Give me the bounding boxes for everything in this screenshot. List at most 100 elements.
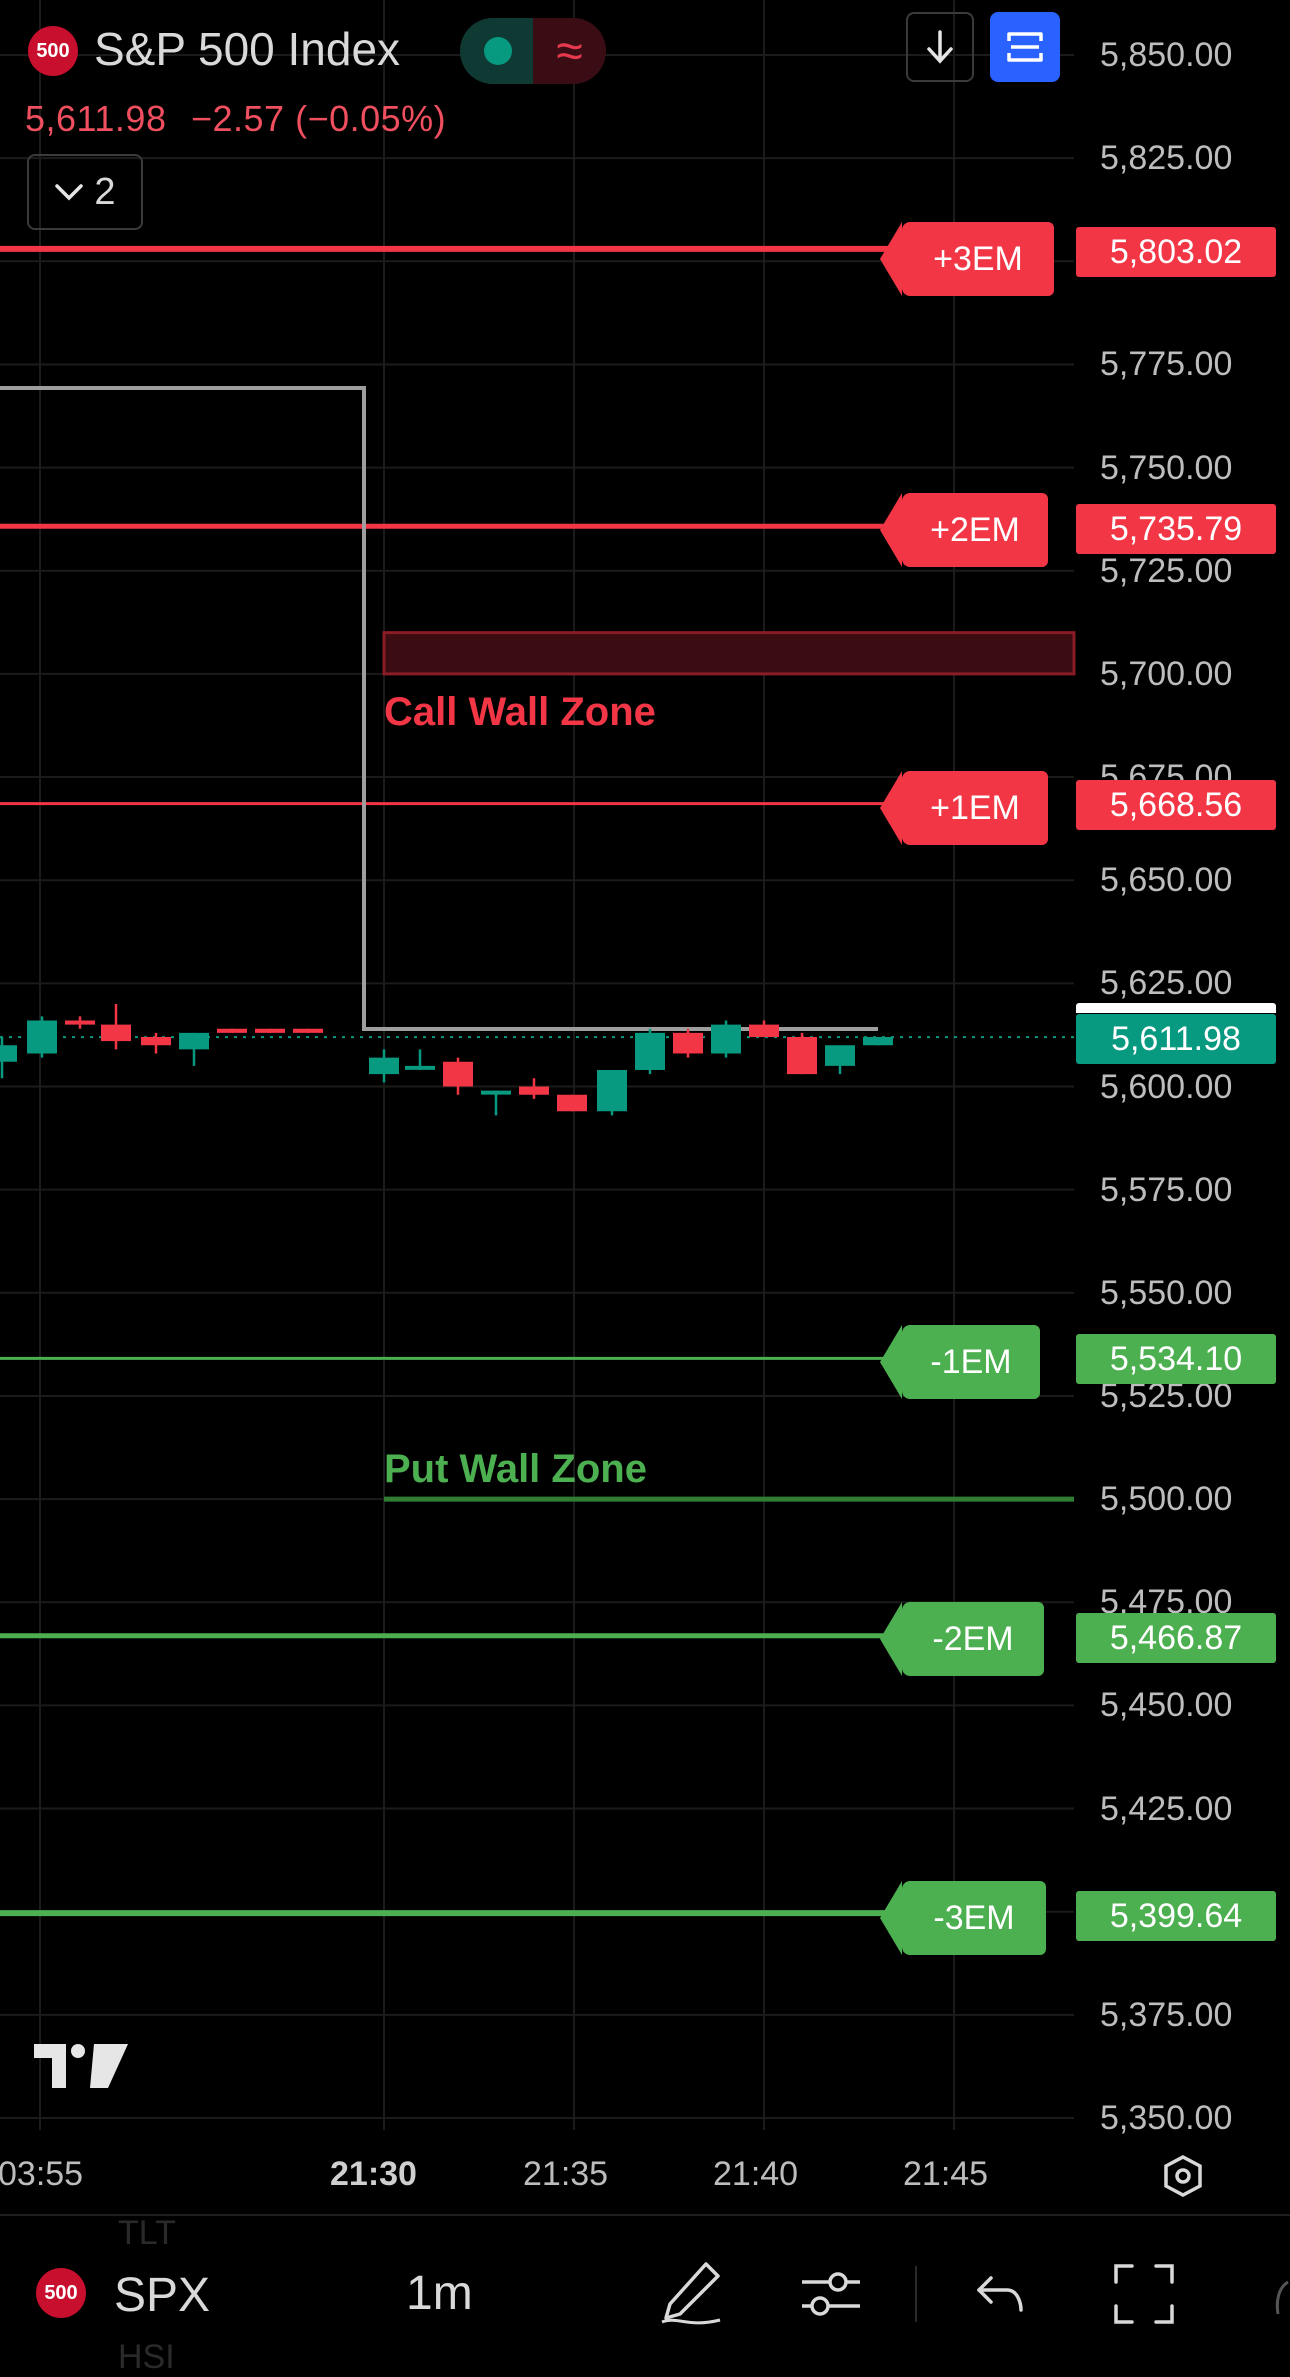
price-box-plus-1: 5,668.56 [1076, 780, 1276, 830]
price-axis-label: 5,850.00 [1100, 36, 1233, 74]
price-axis-label: 5,725.00 [1100, 551, 1233, 590]
indicator-count: 2 [94, 170, 116, 213]
candle-body [863, 1036, 893, 1046]
scroll-to-latest-button[interactable] [906, 12, 974, 82]
undo-icon[interactable] [975, 2270, 1025, 2321]
up-candle [597, 1069, 627, 1116]
chevron-down-icon [55, 184, 84, 201]
price-axis-label: 5,350.00 [1100, 2099, 1233, 2137]
down-candle [293, 1028, 323, 1033]
up-candle [711, 1020, 741, 1058]
down-candle [101, 1003, 131, 1050]
time-label-0355: 03:55 [0, 2155, 84, 2193]
chart-settings-hexagon-icon[interactable] [1160, 2153, 1206, 2204]
last-price-box: 5,611.98 [1076, 1014, 1276, 1064]
more-tools-partial-icon[interactable] [1270, 2278, 1290, 2323]
up-candle [863, 1036, 893, 1046]
symbol-title[interactable]: S&P 500 Index [94, 23, 401, 75]
price-box-minus-3: 5,399.64 [1076, 1891, 1276, 1941]
candle-body [481, 1090, 511, 1095]
candle-body [255, 1028, 285, 1033]
time-label-2140: 21:40 [713, 2155, 799, 2193]
call-wall-zone-rect [382, 631, 1076, 676]
down-candle [787, 1032, 817, 1075]
ghost-watchlist-item-top: TLT [118, 2214, 176, 2252]
drawing-tools-pen-icon[interactable] [658, 2258, 724, 2333]
candle-body [141, 1036, 171, 1046]
candle-body [405, 1065, 435, 1070]
arrow-down-icon [927, 30, 953, 64]
price-box-plus-3: 5,803.02 [1076, 227, 1276, 277]
candle-body [293, 1028, 323, 1033]
time-label-2135: 21:35 [523, 2155, 609, 2193]
em-tag-minus-3: -3EM [880, 1881, 1046, 1955]
down-candle [557, 1094, 587, 1112]
up-candle [405, 1049, 435, 1070]
ghost-watchlist-item-bottom: HSI [118, 2338, 175, 2376]
em-level-lines [0, 245, 1076, 1917]
up-candle [179, 1032, 209, 1066]
price-axis-label: 5,375.00 [1100, 1995, 1233, 2034]
price-axis-label: 5,600.00 [1100, 1067, 1233, 1106]
bottom-toolbar: TLT HSI 500 SPX 1m [0, 2214, 1290, 2376]
indicator-collapse-button[interactable]: 2 [27, 154, 143, 230]
candle-body [217, 1028, 247, 1033]
price-quote: 5,611.98 −2.57 (−0.05%) [25, 98, 446, 140]
em-tag-plus-1: +1EM [880, 771, 1048, 845]
price-axis-label: 5,550.00 [1100, 1273, 1233, 1312]
fullscreen-icon[interactable] [1112, 2262, 1176, 2331]
candle-body [443, 1061, 473, 1087]
down-candle [749, 1020, 779, 1037]
down-candle [255, 1028, 285, 1033]
price-change-pct: (−0.05%) [295, 98, 447, 139]
down-candle [519, 1078, 549, 1099]
candle-body [673, 1032, 703, 1054]
price-box-plus-2: 5,735.79 [1076, 504, 1276, 554]
symbol-logo-icon: 500 [28, 26, 78, 76]
candle-body [179, 1032, 209, 1050]
down-candle [443, 1057, 473, 1095]
symbol-search-button[interactable]: 500 SPX [0, 2254, 210, 2334]
price-axis-label: 5,500.00 [1100, 1480, 1233, 1519]
em-tag-plus-2: +2EM [880, 493, 1048, 567]
down-candle [141, 1032, 171, 1054]
price-axis-label: 5,825.00 [1100, 139, 1233, 178]
candle-body [749, 1024, 779, 1037]
prev-close-marker [1076, 1003, 1276, 1013]
price-box-minus-2: 5,466.87 [1076, 1613, 1276, 1663]
symbol-ticker: SPX [114, 2269, 211, 2322]
price-axis-label: 5,775.00 [1100, 345, 1233, 384]
down-candle [673, 1028, 703, 1058]
indicators-sliders-icon[interactable] [798, 2264, 864, 2329]
last-price: 5,611.98 [25, 98, 167, 139]
toolbar-divider [915, 2266, 917, 2322]
interval-button[interactable]: 1m [406, 2267, 473, 2320]
em-tag-minus-2: -2EM [880, 1602, 1044, 1676]
time-label-2130: 21:30 [330, 2155, 417, 2193]
em-tag-minus-1: -1EM [880, 1325, 1040, 1399]
fullscreen-toggle-button[interactable] [990, 12, 1060, 82]
market-open-dot-icon [484, 37, 512, 65]
price-axis-label: 5,625.00 [1100, 964, 1233, 1003]
price-axis-label: 5,450.00 [1100, 1686, 1233, 1725]
square-frame-icon [1007, 32, 1043, 62]
up-candle [0, 1036, 17, 1079]
price-chart[interactable] [0, 0, 1290, 2214]
candle-body [519, 1086, 549, 1095]
price-axis-label: 5,425.00 [1100, 1789, 1233, 1828]
up-candle [635, 1028, 665, 1075]
up-candle [369, 1049, 399, 1083]
candles [0, 1003, 893, 1116]
candle-body [27, 1020, 57, 1054]
candle-body [787, 1036, 817, 1075]
indicator-wave-icon: ≈ [533, 18, 606, 84]
candle-body [65, 1020, 95, 1025]
candle-body [597, 1069, 627, 1112]
down-candle [217, 1028, 247, 1033]
market-status-pill[interactable]: ≈ [460, 18, 606, 84]
chart-grid [0, 0, 1074, 2130]
candle-body [825, 1045, 855, 1066]
session-box-outline [0, 386, 878, 1031]
candle-body [711, 1024, 741, 1054]
symbol-logo-icon: 500 [36, 2268, 86, 2318]
